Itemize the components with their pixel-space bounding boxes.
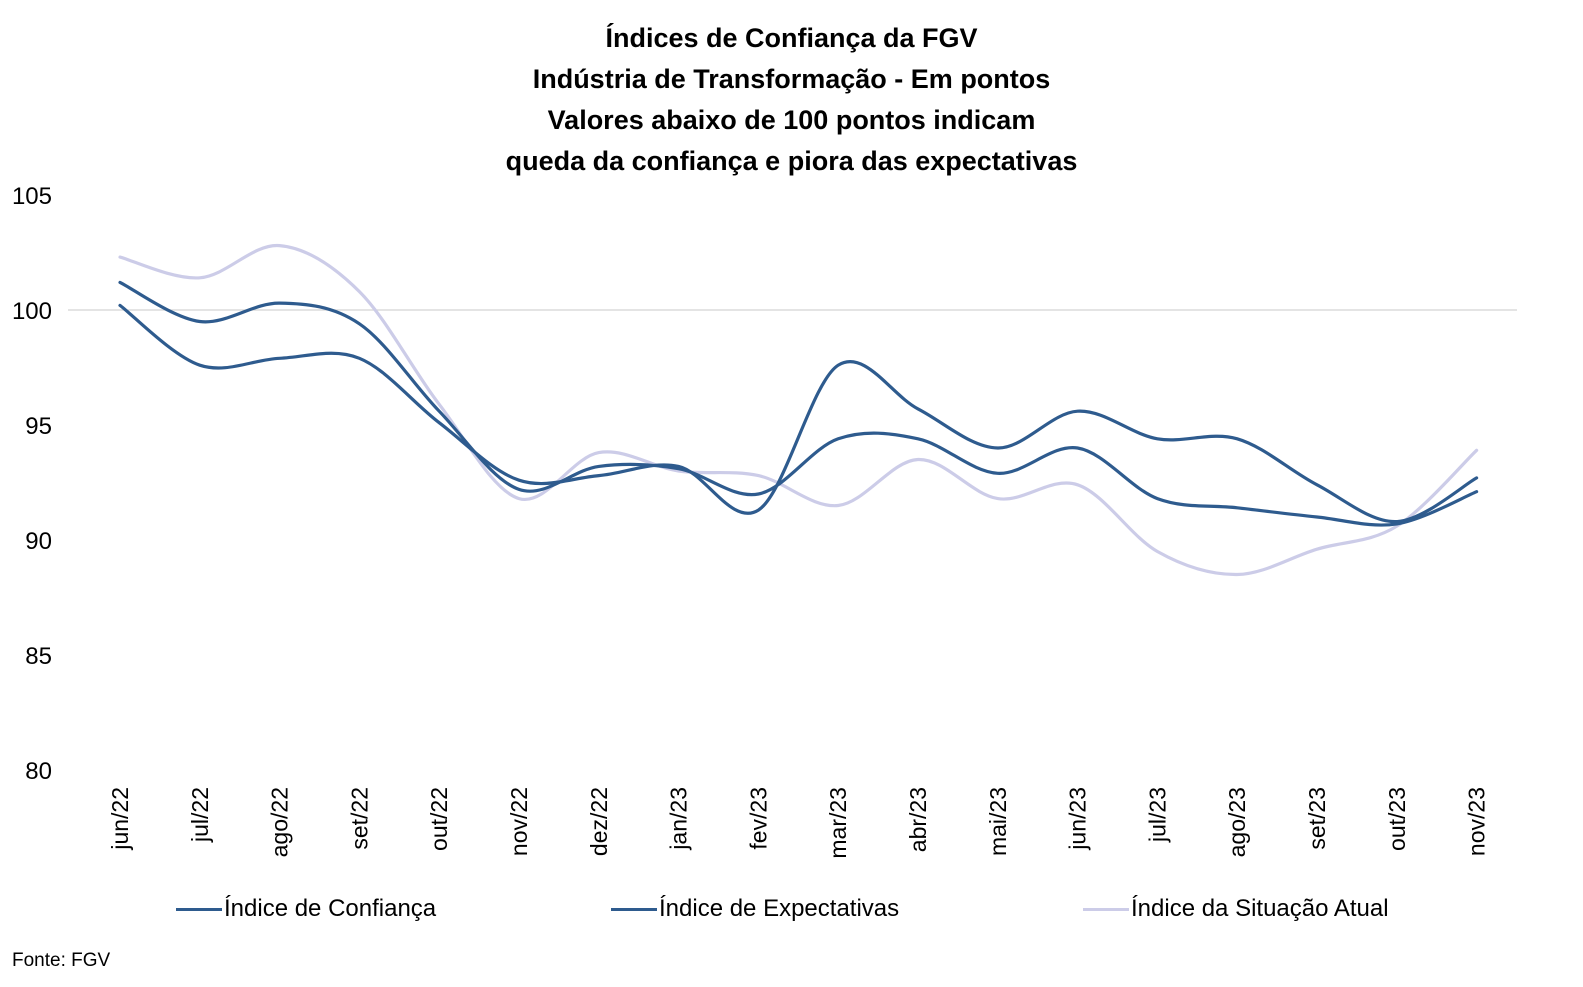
legend-swatch-expectativas: [611, 907, 657, 911]
legend-label-expectativas: Índice de Expectativas: [659, 895, 900, 922]
x-axis-ticks: jun/22 jul/22 ago/22 set/22 out/22 nov/22 dez/…: [107, 787, 1490, 859]
x-tick-label: jun/22: [107, 787, 133, 851]
x-tick-label: mar/23: [825, 787, 851, 859]
legend-item-expectativas: Índice de Expectativas: [611, 895, 899, 923]
legend: Índice de Confiança Índice de Expectativ…: [0, 895, 1583, 935]
x-tick-label: abr/23: [905, 787, 931, 852]
title-line-3: Valores abaixo de 100 pontos indicam: [547, 105, 1036, 135]
x-tick-label: jul/23: [1144, 787, 1170, 843]
y-axis-ticks: 80 85 90 95 100 105: [12, 183, 52, 785]
y-tick-label: 100: [12, 298, 52, 325]
x-tick-label: nov/22: [506, 787, 532, 856]
x-tick-label: jun/23: [1065, 787, 1091, 851]
legend-item-confianca: Índice de Confiança: [176, 895, 436, 923]
x-tick-label: out/23: [1384, 787, 1410, 851]
y-tick-label: 85: [25, 643, 52, 670]
source-note: Fonte: FGV: [12, 950, 111, 971]
title-line-4: queda da confiança e piora das expectati…: [505, 146, 1078, 176]
series-line-confianca: [118, 280, 1479, 527]
y-tick-label: 105: [12, 183, 52, 210]
series-line-situacao-atual: [118, 243, 1479, 577]
x-tick-label: fev/23: [745, 787, 771, 850]
x-tick-label: out/22: [426, 787, 452, 851]
x-tick-label: jan/23: [666, 787, 692, 851]
title-line-2: Indústria de Transformação - Em pontos: [532, 64, 1051, 94]
y-tick-label: 95: [25, 413, 52, 440]
title-line-1: Índices de Confiança da FGV: [605, 23, 978, 53]
series-line-expectativas: [118, 303, 1479, 524]
x-tick-label: nov/23: [1464, 787, 1490, 856]
x-tick-label: set/23: [1304, 787, 1330, 850]
x-tick-label: set/22: [346, 787, 372, 850]
legend-label-confianca: Índice de Confiança: [224, 895, 437, 922]
y-tick-label: 90: [25, 528, 52, 555]
x-tick-label: dez/22: [586, 787, 612, 856]
x-tick-label: mai/23: [985, 787, 1011, 856]
series-lines: [118, 243, 1479, 577]
legend-label-situacao-atual: Índice da Situação Atual: [1131, 895, 1389, 922]
x-tick-label: ago/22: [267, 787, 293, 857]
y-tick-label: 80: [25, 758, 52, 785]
legend-item-situacao-atual: Índice da Situação Atual: [1083, 895, 1389, 923]
legend-swatch-confianca: [176, 907, 222, 911]
legend-swatch-situacao-atual: [1083, 907, 1129, 911]
chart-title: Índices de Confiança da FGV Indústria de…: [0, 18, 1583, 182]
x-tick-label: ago/23: [1224, 787, 1250, 857]
x-tick-label: jul/22: [187, 787, 213, 843]
